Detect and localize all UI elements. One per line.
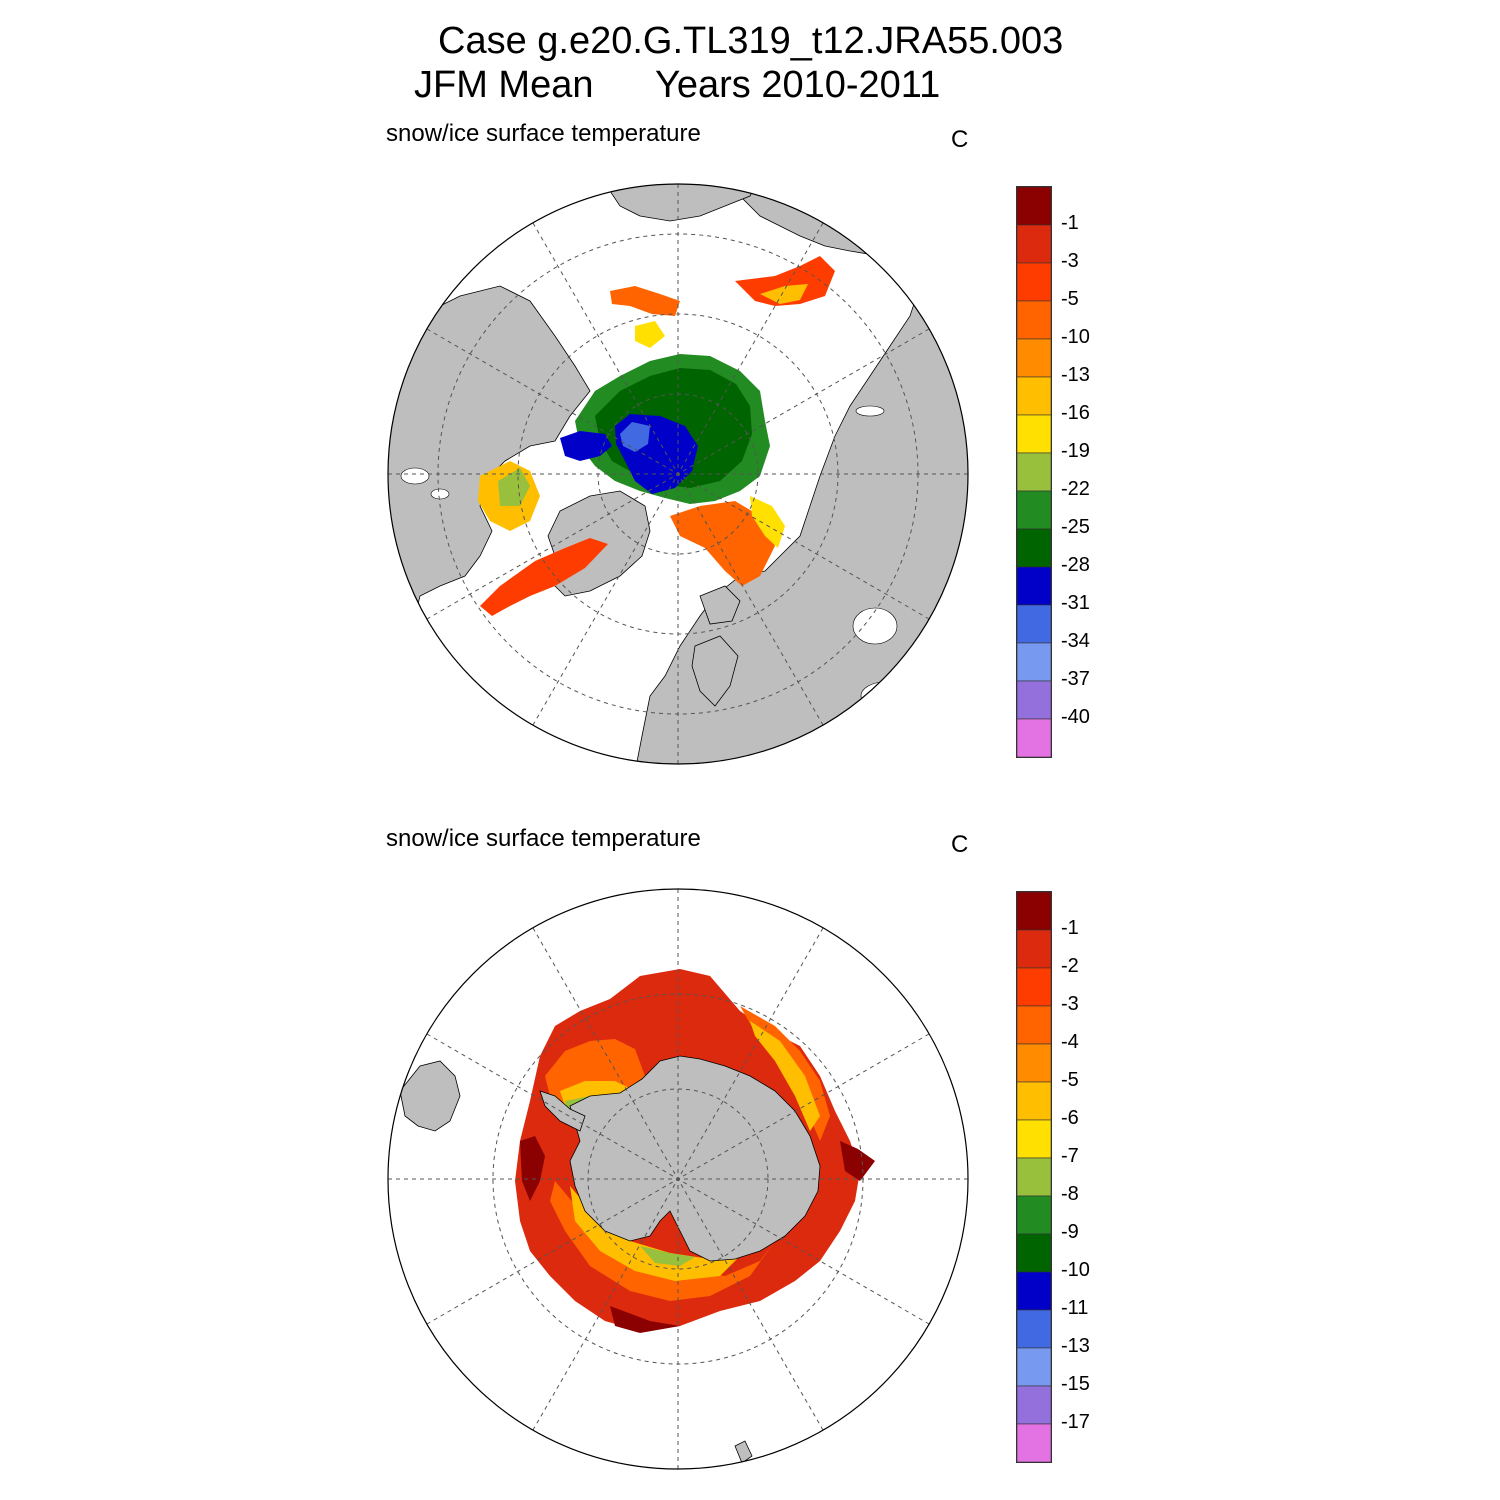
north-panel-units: C [951, 126, 969, 153]
north-colorbar-swatch [1016, 262, 1052, 302]
north-polar-map [387, 183, 969, 765]
south-colorbar-swatch [1016, 1119, 1052, 1159]
south-colorbar-tick-label: -8 [1061, 1183, 1079, 1205]
south-colorbar-swatch [1016, 1309, 1052, 1349]
north-colorbar-swatch [1016, 452, 1052, 492]
south-panel-units: C [951, 831, 969, 858]
north-colorbar-tick-label: -28 [1061, 554, 1090, 576]
south-colorbar-tick-label: -2 [1061, 955, 1079, 977]
south-colorbar-tick-label: -7 [1061, 1145, 1079, 1167]
north-colorbar-tick-label: -22 [1061, 478, 1090, 500]
plot-title-period: JFM Mean [414, 64, 594, 106]
south-panel-label: snow/ice surface temperature [386, 825, 701, 852]
north-colorbar-swatch [1016, 224, 1052, 264]
north-colorbar-swatch [1016, 186, 1052, 226]
north-panel-label: snow/ice surface temperature [386, 120, 701, 147]
south-colorbar-swatch [1016, 967, 1052, 1007]
plot-title-years: Years 2010-2011 [655, 64, 941, 106]
south-colorbar-swatches [1016, 891, 1052, 1463]
north-colorbar-tick-label: -16 [1061, 402, 1090, 424]
south-colorbar-tick-label: -6 [1061, 1107, 1079, 1129]
north-colorbar-swatch [1016, 566, 1052, 606]
north-colorbar-tick-label: -34 [1061, 630, 1090, 652]
south-colorbar-tick-label: -1 [1061, 917, 1079, 939]
south-map-border [387, 888, 969, 1470]
south-colorbar-swatch [1016, 1043, 1052, 1083]
north-colorbar-tick-label: -31 [1061, 592, 1090, 614]
north-colorbar-swatches [1016, 186, 1052, 758]
south-colorbar-tick-label: -11 [1061, 1297, 1089, 1319]
south-colorbar-tick-label: -10 [1061, 1259, 1090, 1281]
north-colorbar-swatch [1016, 528, 1052, 568]
north-colorbar-swatch [1016, 490, 1052, 530]
south-colorbar-tick-label: -9 [1061, 1221, 1079, 1243]
north-colorbar-frame [1016, 186, 1052, 758]
plot-title-case: Case g.e20.G.TL319_t12.JRA55.003 [438, 20, 1064, 62]
south-colorbar-tick-label: -17 [1061, 1411, 1090, 1433]
north-colorbar-tick-label: -37 [1061, 668, 1090, 690]
south-america-land [399, 1060, 461, 1132]
south-colorbar-swatch [1016, 1157, 1052, 1197]
south-colorbar-swatch [1016, 929, 1052, 969]
south-polar-map [387, 888, 969, 1470]
north-colorbar-tick-label: -3 [1061, 250, 1079, 272]
north-colorbar-swatch [1016, 338, 1052, 378]
north-colorbar-swatch [1016, 642, 1052, 682]
north-colorbar-tick-label: -25 [1061, 516, 1090, 538]
south-graticule [388, 889, 968, 1469]
north-colorbar-swatch [1016, 376, 1052, 416]
south-colorbar-swatch [1016, 1233, 1052, 1273]
australia-tip-land [734, 1440, 753, 1464]
north-colorbar-tick-label: -1 [1061, 212, 1079, 234]
north-colorbar-tick-label: -10 [1061, 326, 1090, 348]
south-colorbar-swatch [1016, 891, 1052, 931]
south-colorbar-tick-label: -5 [1061, 1069, 1079, 1091]
south-colorbar-swatch [1016, 1195, 1052, 1235]
north-colorbar-tick-label: -40 [1061, 706, 1090, 728]
south-colorbar-swatch [1016, 1271, 1052, 1311]
north-colorbar-swatch [1016, 414, 1052, 454]
north-colorbar-swatch [1016, 300, 1052, 340]
south-colorbar-frame [1016, 891, 1052, 1463]
north-graticule [388, 184, 968, 764]
south-colorbar-swatch [1016, 1081, 1052, 1121]
south-colorbar-swatch [1016, 1423, 1052, 1463]
south-colorbar-swatch [1016, 1347, 1052, 1387]
south-colorbar-tick-label: -3 [1061, 993, 1079, 1015]
north-colorbar-swatch [1016, 604, 1052, 644]
antarctic-peninsula [539, 1090, 586, 1132]
south-colorbar-tick-label: -4 [1061, 1031, 1079, 1053]
north-colorbar-tick-label: -5 [1061, 288, 1079, 310]
north-colorbar-tick-label: -19 [1061, 440, 1090, 462]
south-colorbar-swatch [1016, 1385, 1052, 1425]
north-map-border [387, 183, 969, 765]
north-colorbar-tick-label: -13 [1061, 364, 1090, 386]
south-colorbar-tick-label: -13 [1061, 1335, 1090, 1357]
south-colorbar-swatch [1016, 1005, 1052, 1045]
north-colorbar-swatch [1016, 680, 1052, 720]
north-sea-ice-field [478, 256, 835, 616]
south-colorbar-tick-label: -15 [1061, 1373, 1090, 1395]
north-colorbar-swatch [1016, 718, 1052, 758]
